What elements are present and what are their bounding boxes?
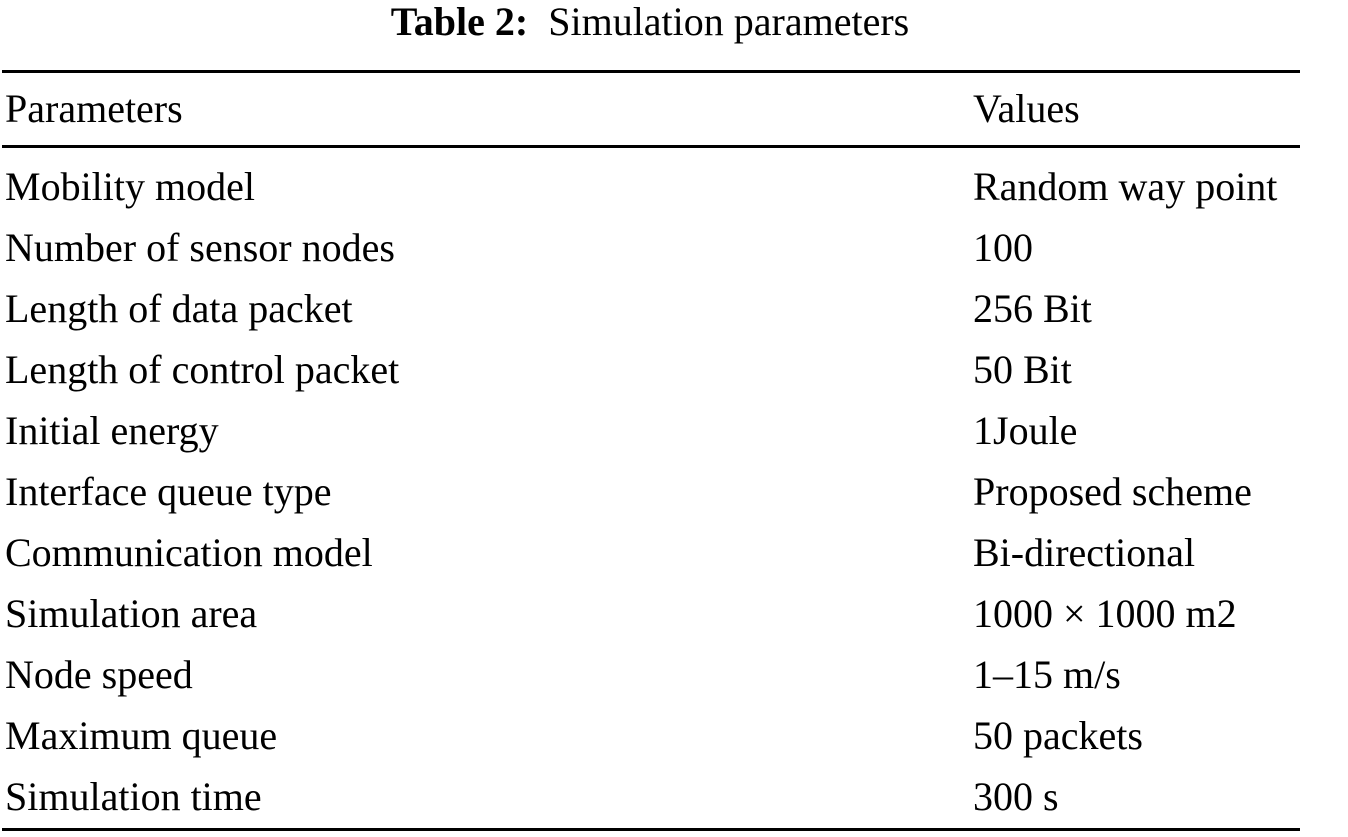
table-row: Interface queue type Proposed scheme bbox=[0, 461, 1348, 522]
table-row: Simulation time 300 s bbox=[0, 766, 1348, 827]
parameter-cell: Simulation area bbox=[5, 591, 258, 636]
value-cell: 1Joule bbox=[973, 408, 1078, 453]
value-cell: 50 Bit bbox=[973, 347, 1072, 392]
value-cell: 1000 × 1000 m2 bbox=[973, 591, 1237, 636]
table-row: Simulation area 1000 × 1000 m2 bbox=[0, 583, 1348, 644]
parameter-cell: Communication model bbox=[5, 530, 373, 575]
parameter-cell: Maximum queue bbox=[5, 713, 278, 758]
value-cell: 300 s bbox=[973, 774, 1059, 819]
table-top-rule bbox=[2, 70, 1300, 73]
value-cell: Bi-directional bbox=[973, 530, 1196, 575]
table-header-rule bbox=[2, 145, 1300, 148]
value-cell: 100 bbox=[973, 225, 1033, 270]
value-cell: 50 packets bbox=[973, 713, 1143, 758]
table-row: Length of data packet 256 Bit bbox=[0, 278, 1348, 339]
table-row: Communication model Bi-directional bbox=[0, 522, 1348, 583]
parameter-cell: Initial energy bbox=[5, 408, 219, 453]
parameter-cell: Node speed bbox=[5, 652, 193, 697]
parameter-cell: Length of data packet bbox=[5, 286, 353, 331]
table-row: Number of sensor nodes 100 bbox=[0, 217, 1348, 278]
value-cell: 256 Bit bbox=[973, 286, 1092, 331]
table-bottom-rule bbox=[2, 828, 1300, 831]
table-caption: Table 2: Simulation parameters bbox=[0, 0, 1300, 44]
table-row: Node speed 1–15 m/s bbox=[0, 644, 1348, 705]
table-row: Maximum queue 50 packets bbox=[0, 705, 1348, 766]
parameter-cell: Mobility model bbox=[5, 164, 255, 209]
header-parameters: Parameters bbox=[5, 86, 183, 131]
table-row: Mobility model Random way point bbox=[0, 156, 1348, 217]
table-row: Length of control packet 50 Bit bbox=[0, 339, 1348, 400]
parameter-cell: Length of control packet bbox=[5, 347, 400, 392]
table-caption-label: Table 2: bbox=[390, 0, 529, 44]
value-cell: 1–15 m/s bbox=[973, 652, 1121, 697]
parameter-cell: Simulation time bbox=[5, 774, 262, 819]
table-row: Initial energy 1Joule bbox=[0, 400, 1348, 461]
value-cell: Proposed scheme bbox=[973, 469, 1252, 514]
table-caption-title: Simulation parameters bbox=[548, 0, 910, 44]
parameter-cell: Number of sensor nodes bbox=[5, 225, 395, 270]
parameter-cell: Interface queue type bbox=[5, 469, 332, 514]
table-header-row: Parameters Values bbox=[0, 78, 1348, 140]
value-cell: Random way point bbox=[973, 164, 1278, 209]
header-values: Values bbox=[973, 86, 1080, 131]
table-body: Mobility model Random way point Number o… bbox=[0, 156, 1348, 827]
